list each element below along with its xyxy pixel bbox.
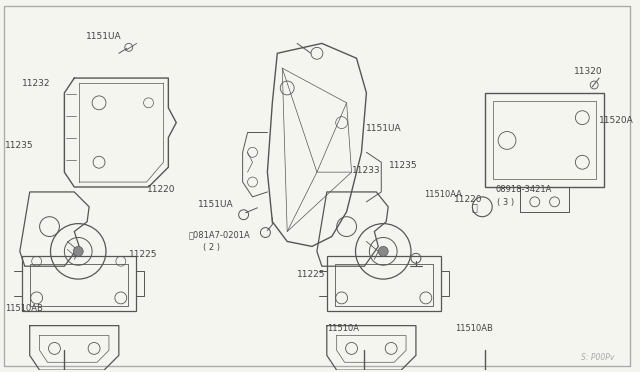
Text: 11235: 11235 — [389, 161, 418, 170]
Text: 11320: 11320 — [574, 67, 603, 76]
Text: 11220: 11220 — [454, 195, 482, 204]
Text: 1151UA: 1151UA — [367, 124, 402, 133]
Text: 11220: 11220 — [147, 186, 175, 195]
Bar — [327, 256, 441, 311]
Text: 1151UA: 1151UA — [86, 32, 122, 41]
Circle shape — [378, 246, 388, 256]
Bar — [485, 93, 604, 187]
Bar — [22, 256, 136, 311]
Text: 11510AA: 11510AA — [424, 190, 462, 199]
Text: 11510AB: 11510AB — [456, 324, 493, 333]
Text: Ⓑ081A7-0201A: Ⓑ081A7-0201A — [188, 230, 250, 239]
Text: ( 2 ): ( 2 ) — [203, 243, 220, 252]
Circle shape — [74, 246, 83, 256]
Bar — [29, 264, 128, 306]
Text: 08918-3421A: 08918-3421A — [495, 186, 552, 195]
Text: 11225: 11225 — [129, 250, 157, 259]
Text: ( 3 ): ( 3 ) — [497, 198, 515, 207]
Text: 11233: 11233 — [351, 166, 380, 175]
Text: 1151UA: 1151UA — [198, 200, 234, 209]
Bar — [335, 264, 433, 306]
Text: S: P00Pv: S: P00Pv — [580, 353, 614, 362]
Text: 11232: 11232 — [22, 78, 51, 87]
Text: 11235: 11235 — [5, 141, 33, 150]
Text: 11510A: 11510A — [327, 324, 359, 333]
Bar — [493, 101, 596, 179]
Text: 11510AB: 11510AB — [5, 304, 43, 313]
Text: 11225: 11225 — [297, 270, 326, 279]
Text: 11520A: 11520A — [599, 116, 634, 125]
Text: Ⓝ: Ⓝ — [472, 202, 477, 212]
